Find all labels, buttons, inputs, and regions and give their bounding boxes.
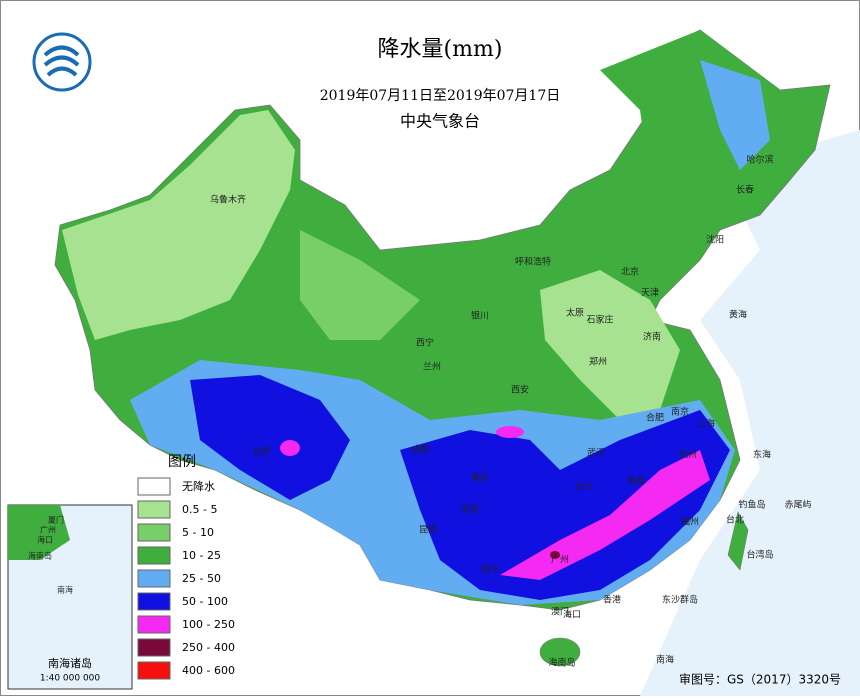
place-label: 香港 [603,594,621,606]
inset-label: 南海 [57,585,73,595]
legend-label: 50 - 100 [182,595,228,608]
place-labels: 乌鲁木齐西宁兰州银川呼和浩特北京天津石家庄太原济南郑州西安合肥上海南京杭州武汉长… [210,154,812,669]
inset-label: 厦门 [48,515,64,525]
china-map [54,29,831,667]
place-label: 台北 [726,514,744,526]
place-label: 北京 [621,266,639,278]
place-label: 呼和浩特 [515,256,551,268]
place-label: 西安 [511,384,529,396]
legend-swatch [137,592,171,611]
place-label: 石家庄 [586,314,613,326]
zone-magenta [496,426,524,438]
legend-label: 无降水 [182,479,215,493]
place-label: 南宁 [481,564,499,576]
legend-swatch [137,569,171,588]
place-label: 福州 [681,516,699,528]
inset-label: 海口 [37,535,53,545]
logo [32,32,92,92]
place-label: 银川 [471,310,489,322]
legend-label: 5 - 10 [182,526,214,539]
legend-swatch [137,546,171,565]
zone-ne-blue [700,60,770,170]
place-label: 海口 [563,609,581,621]
place-label: 济南 [643,331,661,343]
inset-title: 南海诸岛 [48,656,92,670]
place-label: 乌鲁木齐 [210,194,246,206]
place-label: 广州 [551,554,569,566]
place-label: 拉萨 [253,446,271,458]
zone-dark [400,410,730,600]
inset [7,504,133,690]
place-label: 澳门 [551,606,569,618]
place-label: 钓鱼岛 [738,499,765,511]
inset-label: 海南岛 [28,551,52,561]
legend-label: 100 - 250 [182,618,235,631]
taiwan [727,511,749,571]
legend-swatch [137,661,171,680]
inset-label: 广州 [40,525,56,535]
place-label: 郑州 [589,356,607,368]
place-label: 东沙群岛 [662,594,698,606]
place-label: 合肥 [646,412,664,424]
place-label: 成都 [411,444,429,456]
legend: 无降水 0.5 - 5 5 - 10 10 - 25 25 - 50 50 - 100 10… [137,477,235,680]
zone-magenta [280,440,300,456]
place-label: 上海 [697,418,715,430]
legend-swatch [137,477,171,496]
agency: 中央气象台 [400,112,480,131]
legend-label: 400 - 600 [182,664,235,677]
legend-swatch [137,523,171,542]
period: 2019年07月11日至2019年07月17日 [320,88,561,104]
legend-label: 10 - 25 [182,549,221,562]
map-approval: 审图号：GS（2017）3320号 [679,672,841,687]
place-label: 黄海 [729,309,747,321]
zone-light [62,110,295,340]
legend-title: 图例 [168,454,196,470]
inset-land [8,505,70,560]
zone-mid [300,230,420,340]
place-label: 天津 [641,288,659,299]
place-label: 海南岛 [548,657,575,669]
place-label: 杭州 [679,449,697,461]
place-label: 重庆 [471,472,489,484]
place-label: 贵阳 [461,504,479,516]
legend-swatch [137,500,171,519]
place-label: 东海 [753,449,771,461]
place-label: 南昌 [627,475,645,487]
zone-magenta [500,450,710,580]
place-label: 武汉 [587,447,605,459]
place-label: 长春 [736,184,754,196]
place-label: 长沙 [575,481,593,493]
hainan [539,637,581,667]
place-label: 南海 [656,654,674,666]
place-label: 太原 [566,307,584,319]
legend-label: 0.5 - 5 [182,503,217,516]
legend-swatch [137,638,171,657]
zone-maroon [550,551,560,559]
place-label: 兰州 [423,361,441,373]
place-label: 沈阳 [706,234,724,246]
zone-light [540,270,680,420]
sea [640,130,860,696]
legend-label: 25 - 50 [182,572,221,585]
inset-scale: 1:40 000 000 [40,674,101,684]
legend-swatch [137,615,171,634]
place-label: 西宁 [416,337,434,349]
place-label: 哈尔滨 [746,154,773,166]
legend-label: 250 - 400 [182,641,235,654]
place-label: 昆明 [419,525,437,536]
place-label: 台湾岛 [746,549,773,561]
title: 降水量(mm) [378,37,503,62]
zone-dark [190,375,350,500]
place-label: 赤尾屿 [784,500,811,511]
place-label: 南京 [671,406,689,418]
